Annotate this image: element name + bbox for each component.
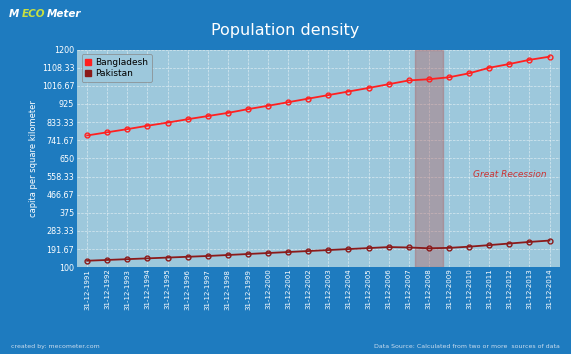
Y-axis label: capita per square kilometer: capita per square kilometer — [29, 100, 38, 217]
Text: Data Source: Calculated from two or more  sources of data: Data Source: Calculated from two or more… — [373, 344, 560, 349]
Text: Population density: Population density — [211, 23, 360, 38]
Text: M: M — [9, 9, 19, 19]
Bar — [415, 50, 443, 267]
Text: Meter: Meter — [47, 9, 81, 19]
Legend: Bangladesh, Pakistan: Bangladesh, Pakistan — [82, 54, 152, 81]
Text: created by: mecometer.com: created by: mecometer.com — [11, 344, 100, 349]
Text: ECO: ECO — [22, 9, 45, 19]
Text: Great Recession: Great Recession — [473, 170, 547, 179]
